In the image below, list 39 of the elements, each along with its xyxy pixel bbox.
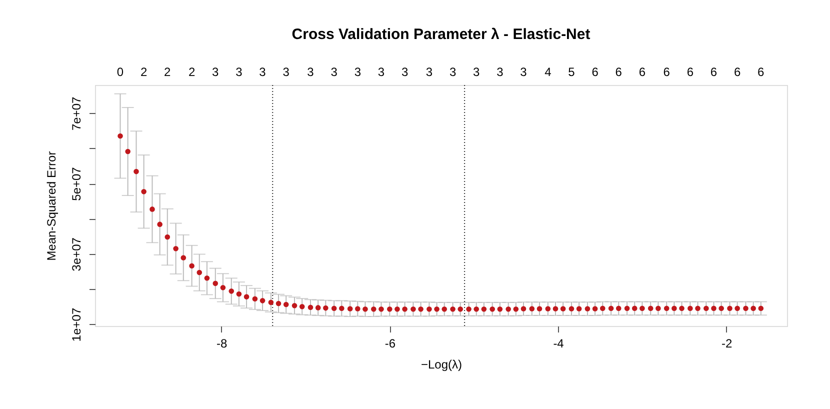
text: 5 (568, 65, 576, 79)
text: 2 (164, 65, 172, 79)
text: 3 (473, 65, 480, 79)
text: 6 (686, 65, 694, 79)
text: 6 (638, 65, 646, 79)
text: 3 (307, 65, 314, 79)
text: 4 (544, 65, 552, 79)
text: 3 (378, 65, 385, 79)
text: 3 (259, 65, 266, 79)
text: 0 (116, 65, 124, 79)
text: 3 (354, 65, 362, 79)
text: 2 (140, 65, 148, 79)
x-tick-label: -8 (216, 336, 228, 350)
x-tick-label: -2 (722, 336, 733, 350)
text: 3 (330, 65, 338, 79)
x-axis-title: −Log(λ) (420, 358, 462, 372)
text: 3 (212, 65, 220, 79)
text: 3 (282, 65, 290, 79)
text: 6 (710, 65, 718, 79)
text: 6 (592, 65, 599, 79)
x-tick-label: -4 (553, 336, 564, 350)
text: 6 (615, 65, 622, 79)
text: 3 (520, 65, 528, 79)
y-tick-label: 1e+07 (70, 308, 84, 342)
text: 3 (449, 65, 456, 79)
text: 6 (758, 65, 765, 79)
text: 3 (496, 65, 504, 79)
y-tick-label: 3e+07 (70, 237, 84, 272)
text: 2 (188, 65, 196, 79)
y-axis-title: Mean-Squared Error (44, 151, 58, 261)
y-tick-label: 5e+07 (70, 166, 84, 201)
text: 6 (663, 65, 670, 79)
x-tick-label: -6 (384, 336, 396, 350)
text: 6 (734, 65, 741, 79)
text: 3 (236, 65, 243, 79)
text: 3 (426, 65, 433, 79)
text: 3 (401, 65, 408, 79)
chart-title: Cross Validation Parameter λ - Elastic-Net (292, 26, 590, 43)
y-tick-label: 7e+07 (70, 96, 84, 130)
